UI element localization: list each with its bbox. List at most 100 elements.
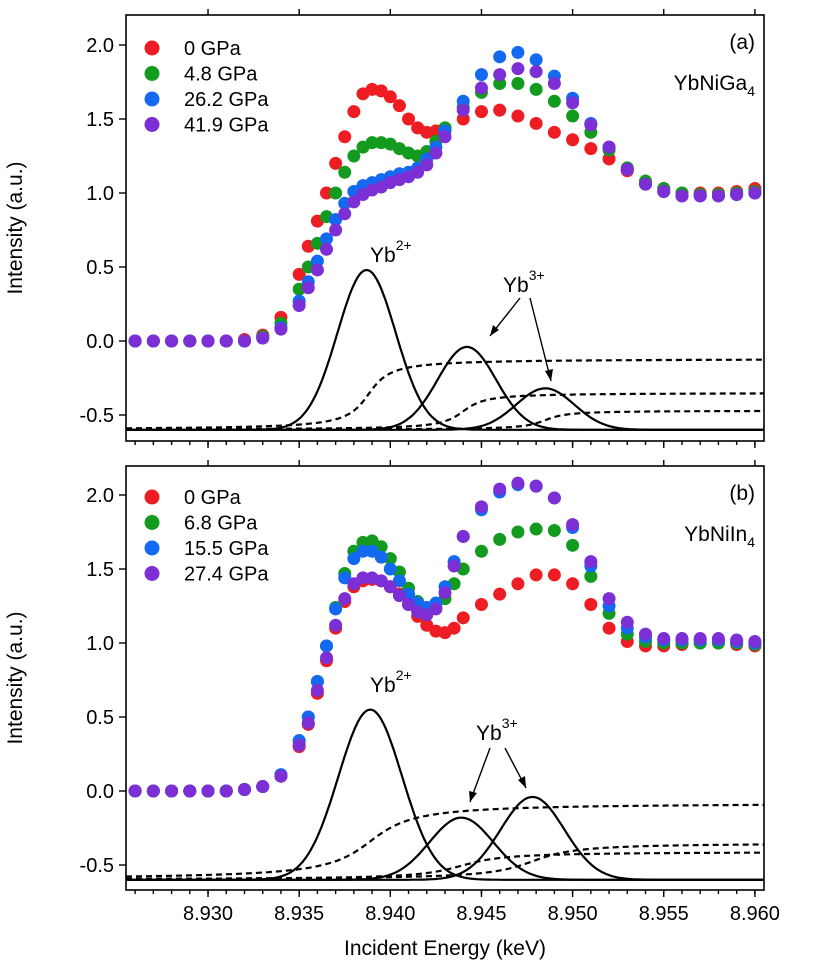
data-point — [402, 112, 416, 126]
data-point — [383, 580, 397, 594]
data-point — [493, 103, 507, 117]
x-tick-label: 8.945 — [456, 903, 506, 925]
data-point — [429, 146, 443, 160]
data-point — [347, 552, 361, 566]
panel-a-ylabel: Intensity (a.u.) — [4, 161, 27, 294]
data-point — [347, 105, 361, 119]
data-point — [602, 140, 616, 154]
data-point — [301, 281, 315, 295]
data-point — [493, 68, 507, 82]
data-point — [566, 538, 580, 552]
data-point — [429, 602, 443, 616]
data-point — [310, 263, 324, 277]
data-point — [338, 592, 352, 606]
x-axis-label: Incident Energy (keV) — [344, 937, 546, 960]
data-point — [374, 550, 388, 564]
panel-b-x-ticks: 8.930 8.935 8.940 8.945 8.950 8.955 8.960 — [134, 460, 780, 925]
data-point — [529, 568, 543, 582]
data-point — [474, 68, 488, 82]
data-point — [447, 559, 461, 573]
panel-a-yb2-label: Yb2+ — [370, 237, 412, 267]
data-point — [292, 298, 306, 312]
data-point — [566, 577, 580, 591]
panel-b-sample-name: YbNiIn — [684, 523, 747, 546]
y-tick-label: 2.0 — [86, 485, 114, 507]
panel-b-ylabel: Intensity (a.u.) — [4, 611, 27, 744]
data-point — [529, 53, 543, 67]
data-point — [675, 632, 689, 646]
data-point — [320, 232, 334, 246]
data-point — [365, 136, 379, 150]
panel-a-yb3-label: Yb3+ — [503, 267, 545, 297]
data-point — [474, 544, 488, 558]
panel-b-yb2-sup: 2+ — [396, 667, 412, 683]
panel-b-legend: 0 GPa 6.8 GPa 15.5 GPa 27.4 GPa — [144, 487, 269, 586]
data-point — [165, 334, 179, 348]
panel-a-arrow-2 — [529, 297, 552, 382]
panel-b-arrowhead-1 — [469, 791, 477, 802]
panel-b-yb2-label: Yb2+ — [370, 667, 412, 697]
data-point — [493, 482, 507, 496]
data-point — [183, 334, 197, 348]
panel-a-yb3-sup: 3+ — [529, 267, 545, 283]
legend-marker — [144, 540, 160, 556]
data-point — [547, 568, 561, 582]
data-point — [511, 45, 525, 59]
data-point — [511, 476, 525, 490]
data-point — [493, 76, 507, 90]
legend-label: 41.9 GPa — [184, 115, 269, 137]
panel-b-sample-subscript: 4 — [747, 534, 755, 550]
data-point — [329, 618, 343, 632]
data-point — [493, 532, 507, 546]
legend-label: 27.4 GPa — [184, 564, 269, 586]
data-point — [256, 331, 270, 345]
arctan-step-2 — [126, 851, 765, 881]
panel-a-sample-name: YbNiGa — [674, 72, 748, 95]
data-point — [748, 186, 762, 200]
data-point — [474, 500, 488, 514]
x-tick-label: 8.950 — [548, 903, 598, 925]
data-point — [602, 152, 616, 166]
panel-a-arrowhead-1 — [490, 325, 499, 336]
data-point — [146, 784, 160, 798]
legend-label: 4.8 GPa — [184, 64, 258, 86]
x-tick-label: 8.960 — [730, 903, 780, 925]
data-point — [219, 334, 233, 348]
y-tick-label: 0.5 — [86, 707, 114, 729]
data-point — [237, 783, 251, 797]
data-point — [338, 165, 352, 179]
data-point — [639, 177, 653, 191]
data-point — [474, 598, 488, 612]
x-tick-label: 8.940 — [365, 903, 415, 925]
data-point — [657, 632, 671, 646]
data-point — [456, 529, 470, 543]
panel-a-yb3-text: Yb — [503, 274, 529, 297]
data-point — [219, 784, 233, 798]
y-tick-label: 1.5 — [86, 109, 114, 131]
data-point — [547, 76, 561, 90]
panel-a-y-ticks: -0.5 0.0 0.5 1.0 1.5 2.0 — [80, 35, 126, 427]
legend-marker — [144, 91, 160, 107]
panel-b-label: (b) — [729, 482, 755, 505]
panel-a-data-points — [128, 45, 762, 348]
data-point — [602, 592, 616, 606]
y-tick-label: 1.0 — [86, 633, 114, 655]
data-point — [320, 639, 334, 653]
data-point — [456, 611, 470, 625]
data-point — [547, 524, 561, 538]
data-point — [566, 96, 580, 110]
data-point — [566, 133, 580, 147]
data-point — [584, 569, 598, 583]
data-point — [310, 683, 324, 697]
data-point — [402, 598, 416, 612]
data-point — [675, 189, 689, 203]
data-point — [274, 769, 288, 783]
legend-marker — [144, 489, 160, 505]
data-point — [356, 571, 370, 585]
y-tick-label: -0.5 — [80, 405, 114, 427]
panel-a-label: (a) — [729, 31, 755, 54]
data-point — [292, 738, 306, 752]
data-point — [730, 187, 744, 201]
data-point — [420, 158, 434, 172]
